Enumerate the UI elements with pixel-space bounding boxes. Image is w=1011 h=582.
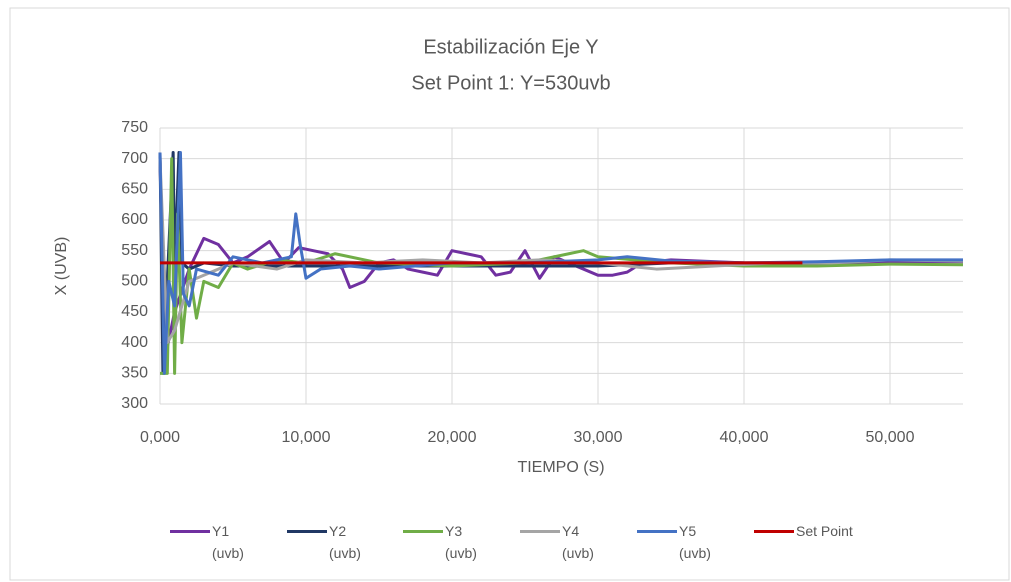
y-tick-label: 500 bbox=[121, 273, 148, 290]
x-tick-label: 40,000 bbox=[720, 429, 769, 446]
legend: Y1 (uvb) Y2 (uvb) Y3 (uvb) Y4 (uvb) Y5 (uvb)… bbox=[0, 520, 1011, 570]
legend-label: Y5 (uvb) bbox=[679, 523, 711, 561]
legend-swatch bbox=[754, 530, 794, 533]
legend-entry: Y1 (uvb) bbox=[170, 520, 252, 564]
y-tick-label: 450 bbox=[121, 303, 148, 320]
legend-entry: Y2 (uvb) bbox=[287, 520, 369, 564]
legend-label: Y1 (uvb) bbox=[212, 523, 244, 561]
legend-swatch bbox=[170, 530, 210, 533]
x-tick-label: 20,000 bbox=[428, 429, 477, 446]
legend-entry: Y4 (uvb) bbox=[520, 520, 602, 564]
y-axis-label: X (UVB) bbox=[53, 237, 70, 296]
legend-label: Y3 (uvb) bbox=[445, 523, 477, 561]
legend-entry: Set Point bbox=[754, 520, 853, 542]
legend-entry: Y3 (uvb) bbox=[403, 520, 485, 564]
y-tick-label: 400 bbox=[121, 334, 148, 351]
y-tick-label: 650 bbox=[121, 181, 148, 198]
y-tick-label: 750 bbox=[121, 119, 148, 136]
series-line bbox=[158, 151, 963, 375]
legend-label: Y4 (uvb) bbox=[562, 523, 594, 561]
x-tick-label: 30,000 bbox=[574, 429, 623, 446]
y-tick-label: 550 bbox=[121, 242, 148, 259]
y-tick-label: 300 bbox=[121, 395, 148, 412]
legend-label: Set Point bbox=[796, 523, 853, 539]
y-tick-label: 700 bbox=[121, 150, 148, 167]
legend-swatch bbox=[287, 530, 327, 533]
chart-title: Estabilización Eje Y bbox=[423, 36, 598, 58]
x-tick-label: 0,000 bbox=[140, 429, 180, 446]
y-tick-label: 600 bbox=[121, 211, 148, 228]
x-tick-label: 50,000 bbox=[866, 429, 915, 446]
x-tick-label: 10,000 bbox=[282, 429, 331, 446]
legend-swatch bbox=[637, 530, 677, 533]
legend-label: Y2 (uvb) bbox=[329, 523, 361, 561]
chart-subtitle: Set Point 1: Y=530uvb bbox=[411, 72, 610, 94]
legend-swatch bbox=[403, 530, 443, 533]
legend-entry: Y5 (uvb) bbox=[637, 520, 719, 564]
y-tick-label: 350 bbox=[121, 365, 148, 382]
series-line bbox=[158, 158, 963, 363]
legend-swatch bbox=[520, 530, 560, 533]
x-axis-label: TIEMPO (S) bbox=[517, 459, 604, 476]
